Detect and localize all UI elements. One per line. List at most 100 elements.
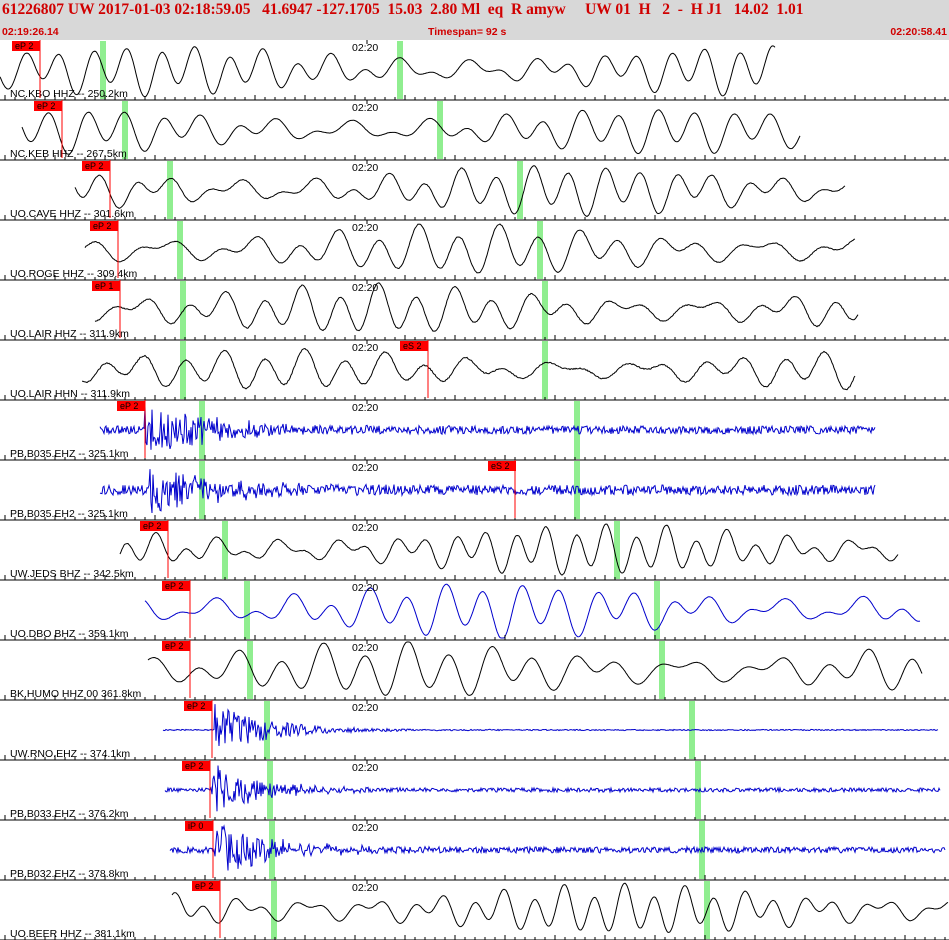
time-mark-label: 02:20 [352, 282, 378, 294]
station-label: UO.CAVE HHZ -- 301.6km [10, 208, 134, 220]
station-label: NC.KBO HHZ -- 250.2km [10, 88, 128, 100]
station-label: UO.DBO BHZ -- 359.1km [10, 628, 129, 640]
trace-panel[interactable]: 02:20 UO.ROGE HHZ -- 309.4km eP 2 [0, 220, 949, 281]
phase-window-marker [614, 521, 620, 579]
trace-panel[interactable]: 02:20 NC.KBO HHZ -- 250.2km eP 2 [0, 40, 949, 101]
pick-label[interactable]: eP 1 [95, 281, 113, 291]
time-mark-label: 02:20 [352, 222, 378, 234]
trace-panel[interactable]: 02:20 UO.CAVE HHZ -- 301.6km eP 2 [0, 160, 949, 221]
pick-label[interactable]: eP 2 [15, 41, 33, 51]
pick-flag[interactable] [162, 581, 190, 591]
phase-window-marker [537, 221, 543, 279]
trace-panel[interactable]: 02:20 PB.B035.EHZ -- 325.1km eP 2 [0, 400, 949, 461]
waveform [84, 223, 856, 274]
trace-panel[interactable]: 02:20 UW.RNO.EHZ -- 374.1km eP 2 [0, 700, 949, 761]
phase-window-marker [199, 401, 205, 459]
trace-panel[interactable]: 02:20 UO.BEER HHZ -- 381.1km eP 2 [0, 880, 949, 940]
pick-flag[interactable] [488, 461, 516, 471]
waveform [94, 282, 859, 332]
station-label: UO.ROGE HHZ -- 309.4km [10, 268, 137, 280]
phase-window-marker [122, 101, 128, 159]
trace-panel[interactable]: 02:20 PB.B035.EH2 -- 325.1km eS 2 [0, 460, 949, 521]
phase-window-marker [177, 221, 183, 279]
station-label: BK.HUMO HHZ 00 361.8km [10, 688, 142, 700]
pick-flag[interactable] [117, 401, 145, 411]
timespan: Timespan= 92 s [428, 26, 507, 38]
time-mark-label: 02:20 [352, 822, 378, 834]
time-mark-label: 02:20 [352, 762, 378, 774]
time-mark-label: 02:20 [352, 162, 378, 174]
phase-window-marker [247, 641, 253, 699]
station-label: UO.LAIR HHZ -- 311.9km [10, 328, 129, 340]
pick-flag[interactable] [182, 761, 210, 771]
pick-label[interactable]: eS 2 [403, 341, 422, 351]
pick-flag[interactable] [400, 341, 428, 351]
trace-panel[interactable]: 02:20 UO.LAIR HHZ -- 311.9km eP 1 [0, 280, 949, 341]
waveform [144, 583, 921, 639]
pick-label[interactable]: eP 2 [165, 581, 183, 591]
time-mark-label: 02:20 [352, 582, 378, 594]
station-label: PB.B035.EH2 -- 325.1km [10, 508, 128, 520]
start-time: 02:19:26.14 [2, 26, 59, 38]
phase-window-marker [100, 41, 106, 99]
phase-window-marker [271, 881, 277, 939]
phase-window-marker [437, 101, 443, 159]
trace-panel[interactable]: 02:20 PB.B032.EHZ -- 378.8km iP 0 [0, 820, 949, 881]
waveform [147, 641, 923, 696]
pick-flag[interactable] [90, 221, 118, 231]
event-summary: 61226807 UW 2017-01-03 02:18:59.05 41.69… [2, 1, 804, 18]
trace-panel[interactable]: 02:20 PB.B033.EHZ -- 376.2km eP 2 [0, 760, 949, 821]
phase-window-marker [180, 281, 186, 339]
pick-flag[interactable] [34, 101, 62, 111]
pick-label[interactable]: eP 2 [185, 761, 203, 771]
phase-window-marker [397, 41, 403, 99]
time-mark-label: 02:20 [352, 882, 378, 894]
pick-flag[interactable] [12, 41, 40, 51]
pick-flag[interactable] [192, 881, 220, 891]
station-label: UO.BEER HHZ -- 381.1km [10, 928, 135, 940]
time-mark-label: 02:20 [352, 402, 378, 414]
pick-flag[interactable] [92, 281, 120, 291]
time-mark-label: 02:20 [352, 42, 378, 54]
pick-label[interactable]: eP 2 [195, 881, 213, 891]
station-label: NC.KEB HHZ -- 267.5km [10, 148, 127, 160]
phase-window-marker [269, 821, 275, 879]
pick-label[interactable]: iP 0 [188, 821, 203, 831]
pick-flag[interactable] [140, 521, 168, 531]
pick-label[interactable]: eP 2 [85, 161, 103, 171]
pick-flag[interactable] [162, 641, 190, 651]
time-mark-label: 02:20 [352, 102, 378, 114]
waveform [82, 347, 856, 391]
trace-panel[interactable]: 02:20 UW.JEDS BHZ -- 342.5km eP 2 [0, 520, 949, 581]
trace-panel[interactable]: 02:20 BK.HUMO HHZ 00 361.8km eP 2 [0, 640, 949, 701]
pick-label[interactable]: eP 2 [143, 521, 161, 531]
trace-panel[interactable]: 02:20 UO.LAIR HHN -- 311.9km eS 2 [0, 340, 949, 401]
phase-window-marker [267, 761, 273, 819]
pick-label[interactable]: eS 2 [491, 461, 510, 471]
station-label: UW.RNO.EHZ -- 374.1km [10, 748, 130, 760]
pick-flag[interactable] [184, 701, 212, 711]
end-time: 02:20:58.41 [890, 26, 947, 38]
pick-label[interactable]: eP 2 [93, 221, 111, 231]
pick-label[interactable]: eP 2 [37, 101, 55, 111]
phase-window-marker [244, 581, 250, 639]
phase-window-marker [654, 581, 660, 639]
pick-flag[interactable] [185, 821, 213, 831]
trace-panel[interactable]: 02:20 NC.KEB HHZ -- 267.5km eP 2 [0, 100, 949, 161]
pick-label[interactable]: eP 2 [187, 701, 205, 711]
time-mark-label: 02:20 [352, 522, 378, 534]
phase-window-marker [167, 161, 173, 219]
phase-window-marker [222, 521, 228, 579]
waveform [99, 406, 876, 450]
waveform [169, 824, 946, 871]
pick-flag[interactable] [82, 161, 110, 171]
waveform [0, 45, 776, 98]
pick-label[interactable]: eP 2 [120, 401, 138, 411]
waveform [162, 704, 939, 747]
time-mark-label: 02:20 [352, 642, 378, 654]
phase-window-marker [574, 461, 580, 519]
station-label: UO.LAIR HHN -- 311.9km [10, 388, 130, 400]
pick-label[interactable]: eP 2 [165, 641, 183, 651]
trace-panel[interactable]: 02:20 UO.DBO BHZ -- 359.1km eP 2 [0, 580, 949, 641]
